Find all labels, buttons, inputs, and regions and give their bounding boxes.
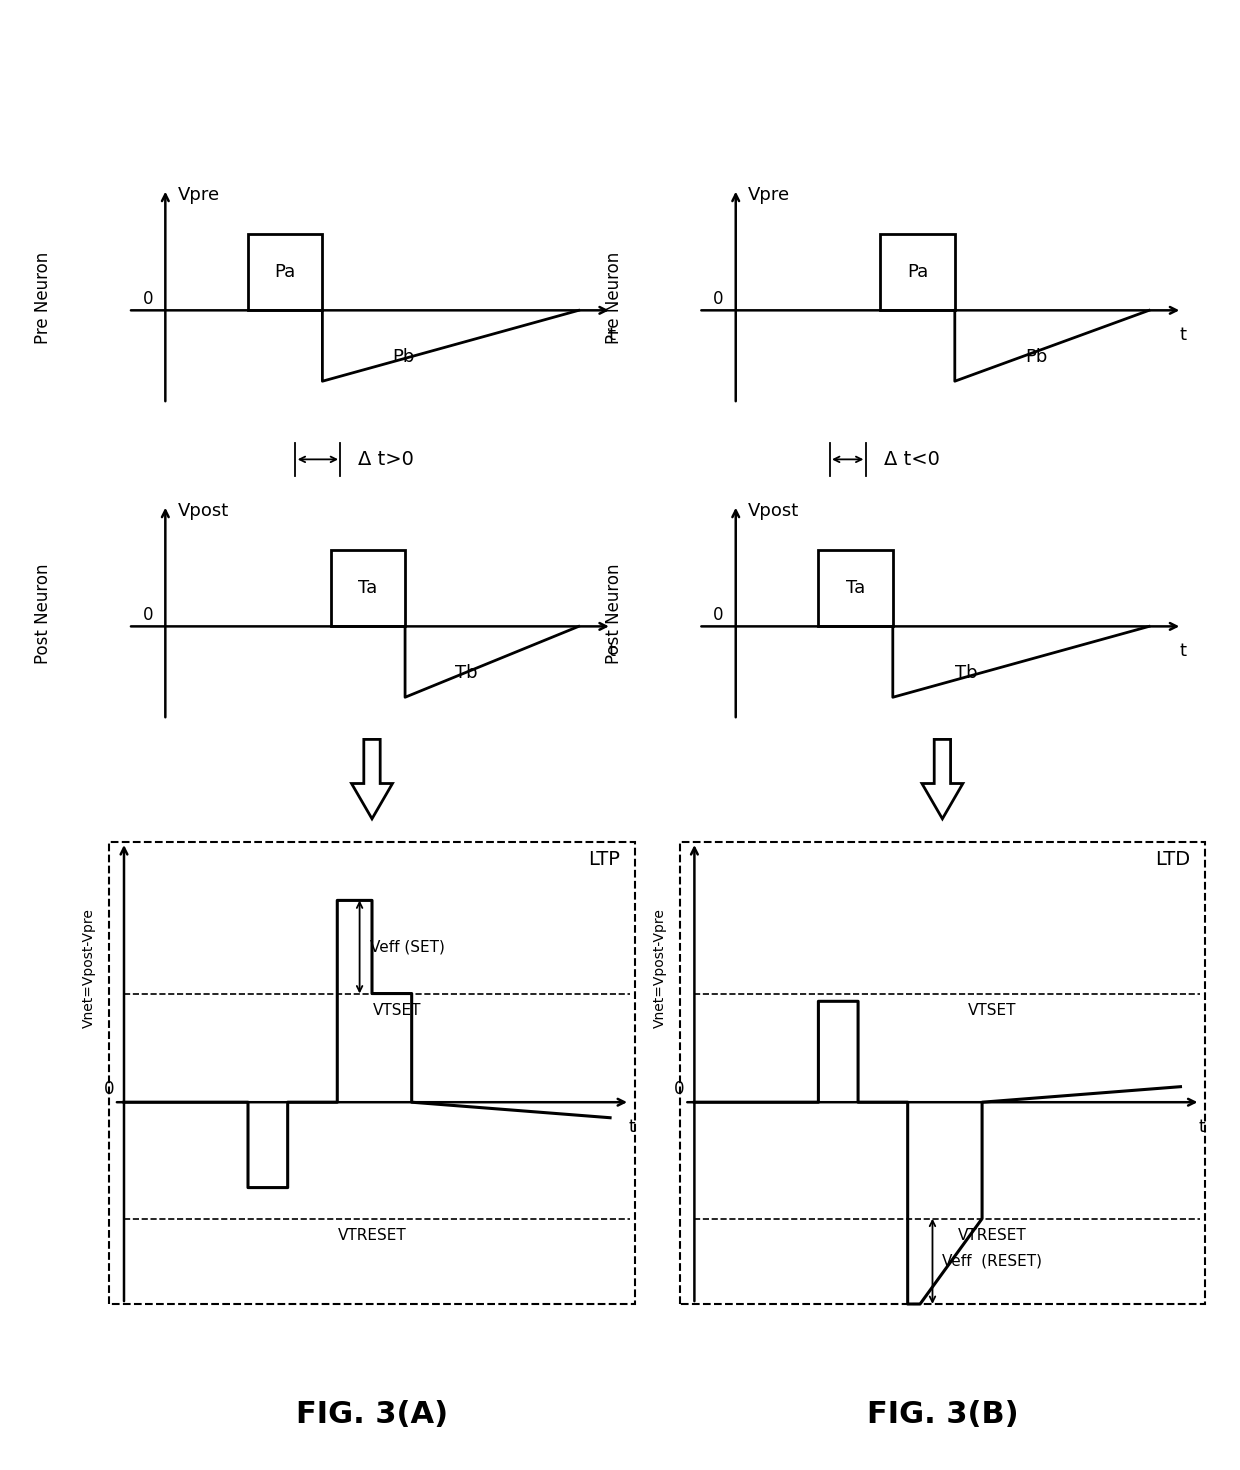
Text: Vpost: Vpost [177, 503, 229, 520]
Text: VTRESET: VTRESET [337, 1229, 407, 1244]
Polygon shape [248, 234, 322, 310]
Text: Δ t>0: Δ t>0 [358, 450, 414, 469]
Text: Δ t<0: Δ t<0 [884, 450, 940, 469]
Text: Veff (SET): Veff (SET) [370, 939, 444, 954]
Text: Ta: Ta [846, 579, 866, 597]
Text: VTSET: VTSET [967, 1003, 1017, 1019]
Polygon shape [352, 739, 392, 819]
Text: t: t [609, 325, 616, 344]
Text: Ta: Ta [358, 579, 377, 597]
Text: Post Neuron: Post Neuron [35, 563, 52, 664]
Polygon shape [109, 842, 635, 1304]
Text: LTD: LTD [1156, 850, 1190, 869]
Text: Pre Neuron: Pre Neuron [605, 251, 622, 344]
Text: t: t [629, 1117, 635, 1136]
Text: 0: 0 [104, 1080, 114, 1098]
Text: Pre Neuron: Pre Neuron [35, 251, 52, 344]
Text: Post Neuron: Post Neuron [605, 563, 622, 664]
Text: Pa: Pa [906, 263, 929, 281]
Text: Pa: Pa [274, 263, 296, 281]
Text: Vnet=Vpost-Vpre: Vnet=Vpost-Vpre [652, 908, 667, 1028]
Text: Tb: Tb [455, 664, 477, 682]
Text: Veff  (RESET): Veff (RESET) [942, 1254, 1043, 1269]
Text: VTRESET: VTRESET [957, 1229, 1027, 1244]
Polygon shape [880, 234, 955, 310]
Text: 0: 0 [143, 606, 153, 623]
Text: LTP: LTP [588, 850, 620, 869]
Text: t: t [1179, 325, 1187, 344]
Text: t: t [1179, 641, 1187, 660]
Polygon shape [680, 842, 1205, 1304]
Text: 0: 0 [675, 1080, 684, 1098]
Text: t: t [609, 641, 616, 660]
Text: 0: 0 [713, 606, 723, 623]
Text: Tb: Tb [955, 664, 977, 682]
Text: Vnet=Vpost-Vpre: Vnet=Vpost-Vpre [82, 908, 97, 1028]
Text: t: t [1199, 1117, 1205, 1136]
Text: 0: 0 [143, 290, 153, 307]
Polygon shape [818, 550, 893, 626]
Text: Vpost: Vpost [748, 503, 800, 520]
Text: FIG. 3(B): FIG. 3(B) [867, 1399, 1018, 1429]
Text: 0: 0 [713, 290, 723, 307]
Text: VTSET: VTSET [372, 1003, 422, 1019]
Text: FIG. 3(A): FIG. 3(A) [296, 1399, 448, 1429]
Polygon shape [923, 739, 963, 819]
Text: Pb: Pb [393, 348, 415, 366]
Polygon shape [331, 550, 405, 626]
Text: Pb: Pb [1025, 348, 1048, 366]
Text: Vpre: Vpre [748, 187, 790, 204]
Text: Vpre: Vpre [177, 187, 219, 204]
